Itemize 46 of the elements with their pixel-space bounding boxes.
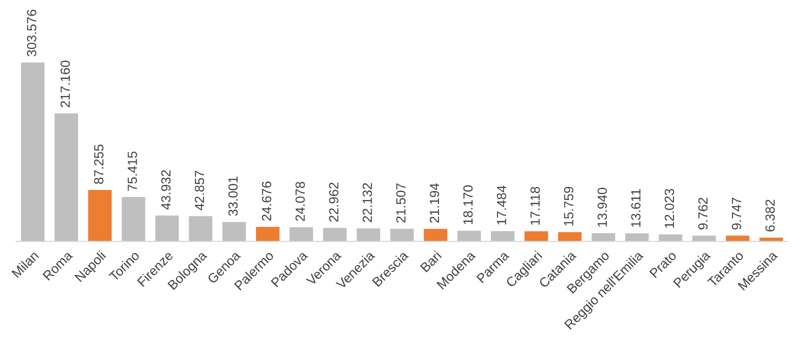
data-label: 303.576 — [26, 10, 36, 56]
data-label: 12.023 — [664, 188, 674, 228]
bar — [188, 216, 212, 242]
data-label: 17.484 — [496, 186, 506, 225]
bar — [692, 236, 716, 242]
bar — [524, 231, 548, 242]
data-label: 22.962 — [329, 182, 338, 222]
bar — [558, 232, 582, 242]
data-label: 18.170 — [463, 185, 473, 224]
data-label: 22.132 — [362, 183, 372, 222]
data-label: 21.507 — [396, 183, 406, 223]
bar — [21, 62, 45, 242]
bar — [424, 228, 448, 242]
bar — [759, 238, 783, 242]
bar — [592, 233, 616, 242]
data-label: 24.676 — [262, 182, 272, 221]
data-label: 43.932 — [161, 170, 171, 210]
bar — [658, 234, 682, 242]
bar — [625, 233, 649, 242]
data-label: 217.160 — [60, 60, 70, 108]
bar — [457, 230, 481, 242]
data-label: 75.415 — [128, 152, 138, 191]
bar — [290, 227, 314, 242]
bar — [323, 228, 347, 242]
data-label: 9.762 — [698, 198, 708, 230]
data-label: 21.194 — [430, 183, 440, 223]
bar — [155, 216, 179, 242]
bar — [726, 236, 750, 242]
data-label: 9.747 — [732, 198, 742, 230]
bar — [490, 231, 514, 242]
bar — [256, 226, 280, 242]
data-label: 42.857 — [194, 170, 204, 210]
data-label: 24.078 — [296, 182, 305, 221]
data-label: 87.255 — [94, 144, 104, 184]
bar — [390, 228, 414, 242]
data-label: 13.940 — [598, 188, 607, 227]
bar — [122, 196, 146, 242]
data-label: 6.382 — [765, 200, 775, 232]
data-label: 13.611 — [631, 189, 640, 227]
bar — [54, 113, 78, 242]
bar — [222, 222, 246, 242]
data-label: 33.001 — [228, 176, 238, 216]
bar — [356, 228, 380, 242]
bar — [88, 190, 112, 242]
data-label: 15.759 — [564, 186, 574, 226]
data-label: 17.118 — [530, 186, 540, 225]
